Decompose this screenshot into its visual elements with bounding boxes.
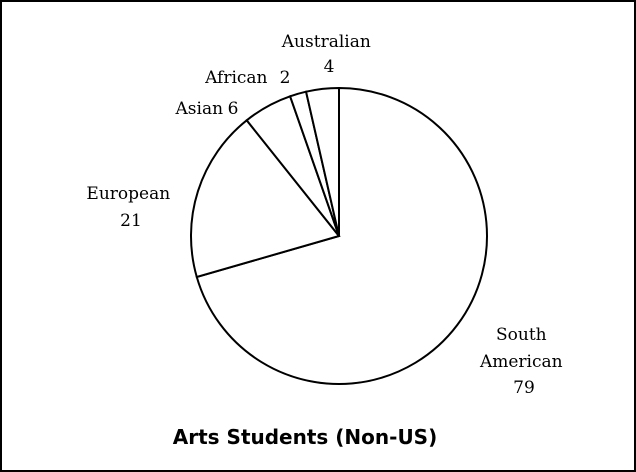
slice-label-south-american-line1: South <box>496 325 547 345</box>
slice-label-australian: Australian 4 <box>281 32 376 77</box>
pie-slices <box>190 86 488 385</box>
slice-label-european-name: European <box>86 184 170 204</box>
pie-slice-south-american <box>195 86 488 385</box>
slice-label-asian: Asian 6 <box>175 99 239 119</box>
pie-slice-australian <box>304 86 340 237</box>
slice-label-african-name: African <box>204 68 267 88</box>
slice-label-african-value: 2 <box>280 68 291 88</box>
slice-label-african: African 2 <box>204 68 290 88</box>
slice-label-european: European 21 <box>86 184 175 231</box>
slice-label-european-value: 21 <box>120 211 142 231</box>
slice-label-south-american: South American 79 <box>479 325 568 398</box>
chart-title: Arts Students (Non-US) <box>173 425 437 449</box>
pie-slice-european <box>190 118 341 279</box>
slice-label-asian-name: Asian <box>175 99 224 119</box>
slice-label-australian-value: 4 <box>324 57 335 77</box>
slice-label-south-american-value: 79 <box>513 378 535 398</box>
slice-labels: South American 79 European 21 Asian 6 Af… <box>86 32 568 398</box>
slice-label-australian-name: Australian <box>281 32 371 52</box>
slice-label-south-american-line2: American <box>479 352 563 372</box>
slice-label-asian-value: 6 <box>228 99 239 119</box>
